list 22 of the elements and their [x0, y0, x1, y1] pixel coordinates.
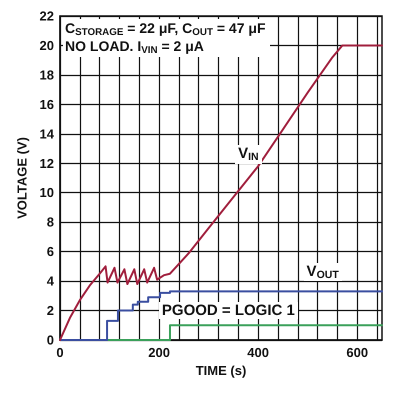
x-tick-label: 200: [148, 345, 170, 360]
y-tick-label: 2: [46, 303, 54, 318]
y-tick-label: 14: [40, 126, 55, 142]
x-axis-title: TIME (s): [196, 363, 246, 378]
y-tick-label: 0: [46, 332, 54, 348]
x-tick-label: 400: [247, 345, 270, 360]
series-label: PGOOD = LOGIC 1: [158, 302, 298, 320]
series-label: V$_{OUT}$: [304, 263, 342, 282]
y-tick-label: 22: [40, 8, 54, 24]
y-tick-label: 20: [40, 38, 54, 53]
y-tick-label: 8: [46, 214, 54, 230]
annotation: NO LOAD. I$_{VIN}$ = 2 μA: [65, 38, 205, 56]
annotation: C$_{STORAGE}$ = 22 μF, C$_{OUT}$ = 47 μF: [65, 20, 266, 38]
y-tick-label: 10: [40, 185, 54, 200]
x-tick-label: 600: [346, 345, 368, 360]
series-label: V$_{IN}$: [235, 145, 262, 164]
y-tick-label: 6: [46, 244, 54, 260]
y-tick-label: 16: [40, 96, 54, 112]
y-tick-label: 18: [40, 67, 54, 82]
y-axis-title: VOLTAGE (V): [14, 137, 30, 219]
y-tick-label: 4: [46, 274, 55, 289]
y-tick-label: 12: [40, 156, 54, 171]
